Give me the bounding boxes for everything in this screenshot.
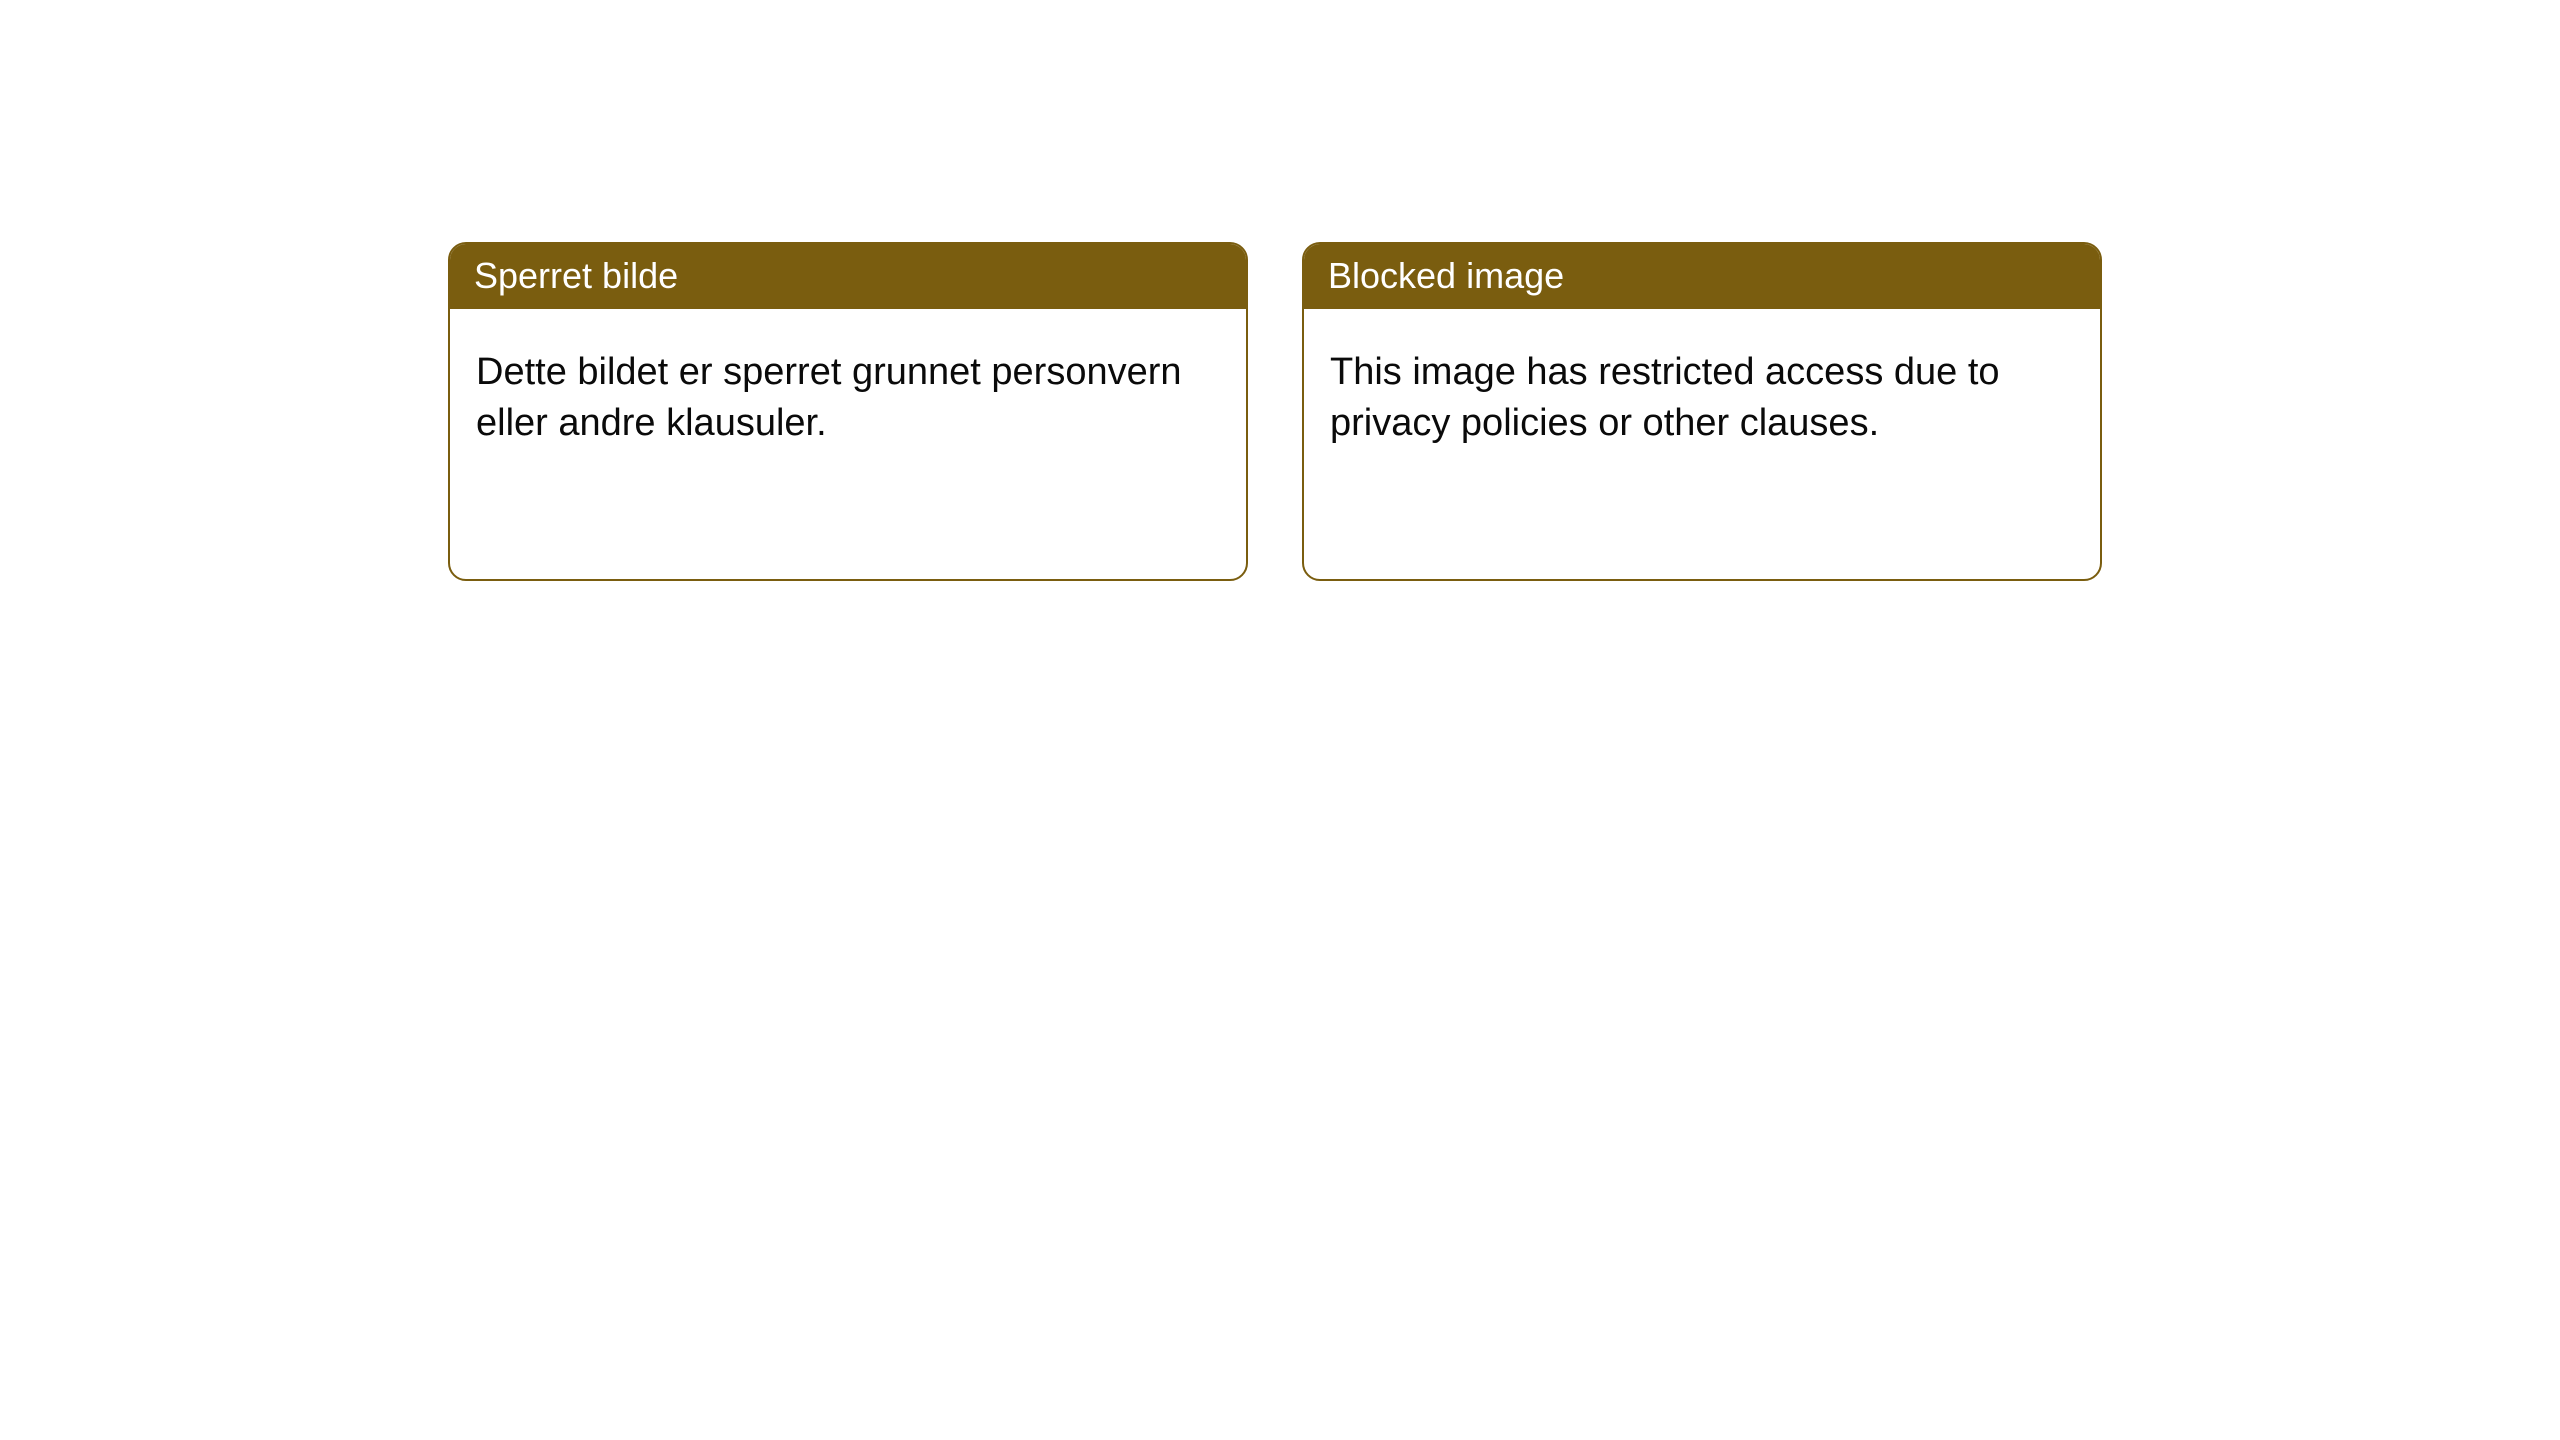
cards-container: Sperret bilde Dette bildet er sperret gr… bbox=[448, 242, 2102, 581]
card-english-body: This image has restricted access due to … bbox=[1304, 309, 2100, 579]
card-english: Blocked image This image has restricted … bbox=[1302, 242, 2102, 581]
card-norwegian: Sperret bilde Dette bildet er sperret gr… bbox=[448, 242, 1248, 581]
card-english-title: Blocked image bbox=[1304, 244, 2100, 309]
card-norwegian-body: Dette bildet er sperret grunnet personve… bbox=[450, 309, 1246, 579]
card-norwegian-title: Sperret bilde bbox=[450, 244, 1246, 309]
